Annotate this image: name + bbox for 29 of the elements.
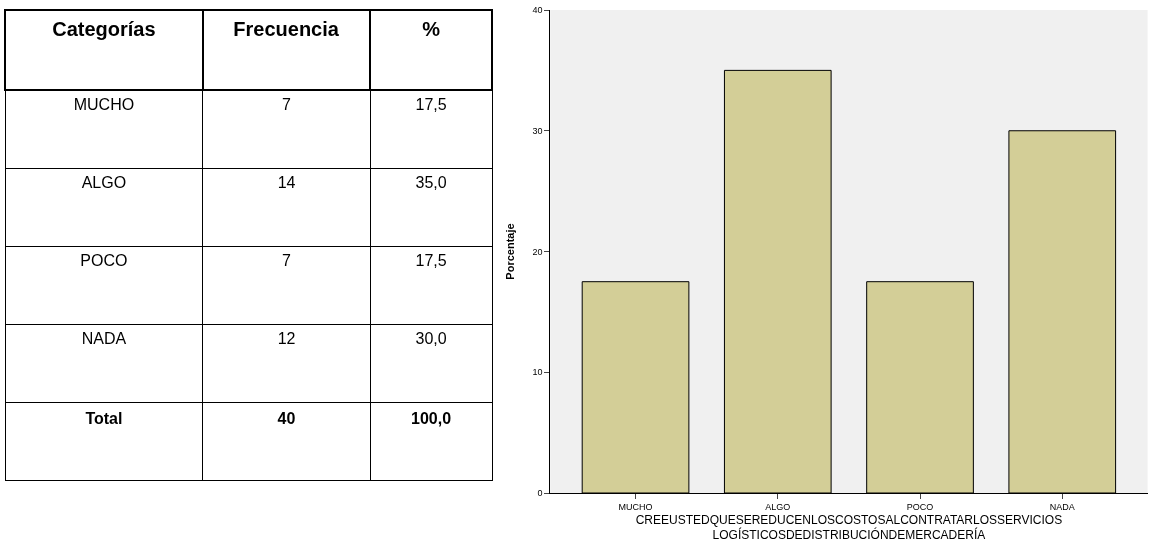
text: Categorías: [52, 18, 156, 40]
x-axis-title: CREEUSTEDQUESEREDUCENLOSCOSTOSALCONTRATARLOSSERVICIOS LOGÍSTICOSDEDISTRIBUCIÓNDEMERCADERÍA: [635, 512, 1063, 543]
y-tick-label: 0: [537, 488, 543, 499]
text: 12: [277, 330, 296, 347]
text: 7: [282, 252, 292, 269]
text: 14: [277, 174, 296, 191]
y-tick-label: 40: [532, 5, 543, 16]
x-tick-label: POCO: [906, 501, 934, 512]
text: 35,0: [415, 174, 447, 191]
text: MUCHO: [73, 96, 135, 113]
y-tick-label: 20: [532, 246, 543, 257]
x-tick-label: ALGO: [765, 501, 791, 512]
text: 7: [282, 96, 292, 113]
text: 17,5: [415, 96, 447, 113]
text: Frecuencia: [233, 18, 340, 40]
text: 100,0: [411, 410, 452, 427]
text: POCO: [80, 252, 128, 269]
y-tick-label: 30: [532, 125, 543, 136]
text: Total: [85, 410, 123, 427]
text: 30,0: [415, 330, 447, 347]
text: NADA: [81, 330, 127, 347]
y-tick-label: 10: [532, 367, 543, 378]
text: 17,5: [415, 252, 447, 269]
text: %: [422, 18, 441, 40]
text: 40: [277, 410, 296, 427]
x-tick-label: MUCHO: [618, 501, 653, 512]
text: ALGO: [81, 174, 127, 191]
x-tick-label: NADA: [1049, 501, 1075, 512]
y-axis-title: Porcentaje: [504, 223, 517, 280]
